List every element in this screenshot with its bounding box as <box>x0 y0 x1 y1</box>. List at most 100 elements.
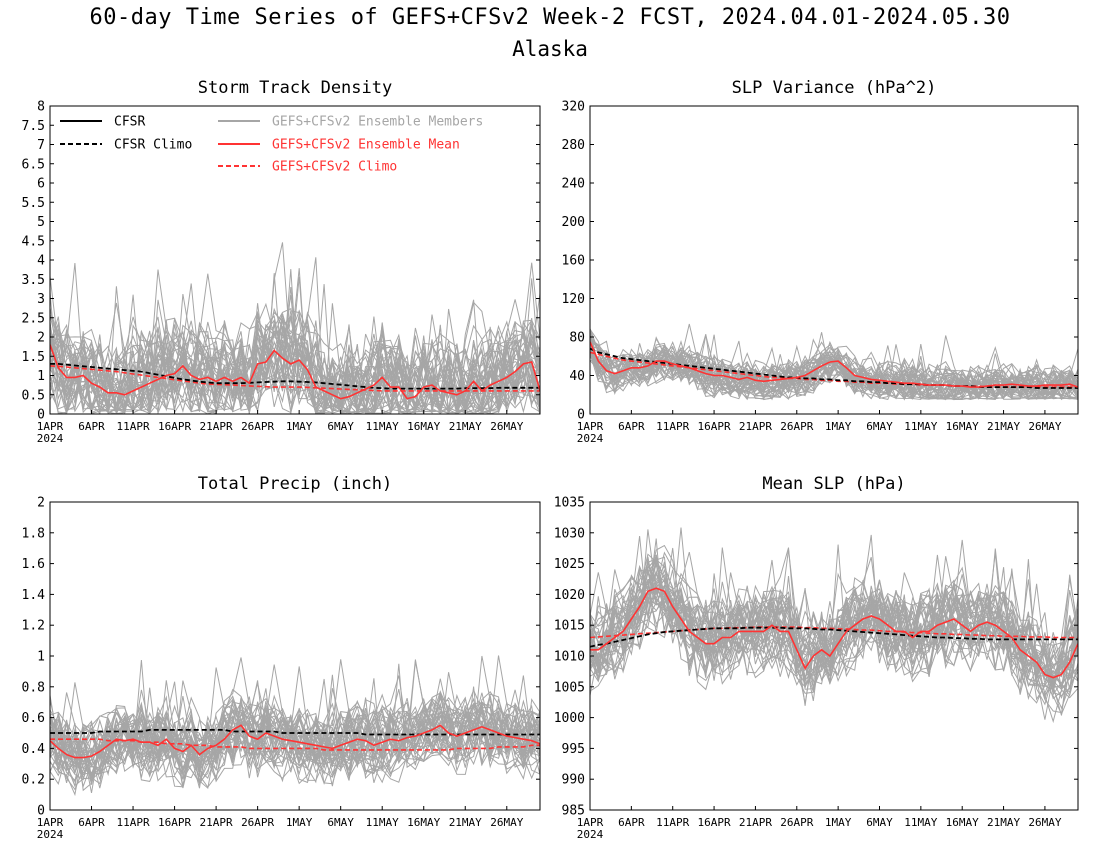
chart-title: 60-day Time Series of GEFS+CFSv2 Week-2 … <box>89 5 1011 30</box>
legend-label: CFSR <box>114 115 145 130</box>
panel-title: Mean SLP (hPa) <box>762 474 905 494</box>
x-tick-label: 1APR <box>37 420 64 433</box>
y-tick-label: 1.6 <box>22 557 45 572</box>
chart-panel-3: Total Precip (inch) 0 0.2 0.4 0.6 0.8 1 1.2 1.4 1… <box>22 474 541 841</box>
ensemble-member-line <box>590 333 1078 392</box>
y-tick-label: 0 <box>577 408 585 423</box>
y-tick-label: 2 <box>37 496 45 511</box>
ensemble-member-line <box>50 310 540 414</box>
y-tick-label: 6 <box>37 177 45 192</box>
x-tick-label: 11MAY <box>366 816 399 829</box>
ensemble-mean-line <box>590 341 1078 388</box>
y-tick-label: 8 <box>37 100 45 115</box>
y-tick-label: 160 <box>562 254 585 269</box>
y-tick-label: 1.5 <box>22 350 45 365</box>
y-tick-label: 0.2 <box>22 773 45 788</box>
y-tick-label: 1010 <box>554 650 585 665</box>
x-tick-label: 6MAY <box>327 816 354 829</box>
y-tick-label: 7 <box>37 138 45 153</box>
y-tick-label: 0.4 <box>22 742 46 757</box>
y-tick-label: 0.6 <box>22 711 45 726</box>
y-tick-label: 1.8 <box>22 526 45 541</box>
ensemble-mean-line <box>50 344 540 400</box>
x-tick-label: 16APR <box>698 420 731 433</box>
y-tick-label: 1 <box>37 650 45 665</box>
y-tick-label: 1.4 <box>22 588 46 603</box>
legend-label: GEFS+CFSv2 Ensemble Members <box>272 115 483 130</box>
x-tick-label: 11APR <box>116 816 149 829</box>
y-tick-label: 280 <box>562 138 585 153</box>
y-tick-label: 4 <box>37 254 45 269</box>
x-tick-label: 26APR <box>241 420 274 433</box>
y-tick-label: 2.5 <box>22 311 45 326</box>
x-tick-label: 6APR <box>618 420 645 433</box>
ensemble-member-line <box>50 330 540 414</box>
ensemble-member-line <box>50 268 540 414</box>
y-tick-label: 3 <box>37 292 45 307</box>
y-tick-label: 240 <box>562 177 585 192</box>
ensemble-member-line <box>590 547 1078 693</box>
ensemble-mean-line <box>50 724 540 759</box>
x-tick-label: 26MAY <box>490 816 523 829</box>
y-tick-label: 1000 <box>554 711 585 726</box>
x-tick-label: 1MAY <box>286 420 313 433</box>
x-tick-label: 21APR <box>200 420 233 433</box>
ensemble-member-line <box>590 323 1078 396</box>
gefs-climo-line <box>50 738 540 751</box>
ensemble-member-line <box>590 551 1078 686</box>
y-tick-label: 80 <box>569 331 585 346</box>
cfsr-climo-line <box>50 362 540 390</box>
panel-title: SLP Variance (hPa^2) <box>732 78 937 98</box>
x-tick-label: 26APR <box>780 816 813 829</box>
x-year-label: 2024 <box>577 828 604 841</box>
x-tick-label: 6APR <box>78 816 105 829</box>
plot-area <box>590 323 1078 401</box>
y-tick-label: 6.5 <box>22 157 45 172</box>
ensemble-member-line <box>50 722 540 793</box>
x-year-label: 2024 <box>37 432 64 445</box>
x-tick-label: 1APR <box>577 816 604 829</box>
panel-title: Storm Track Density <box>198 78 392 98</box>
x-tick-label: 11APR <box>656 816 689 829</box>
x-tick-label: 26APR <box>241 816 274 829</box>
y-tick-label: 7.5 <box>22 119 45 134</box>
y-tick-label: 1030 <box>554 526 585 541</box>
y-tick-label: 1035 <box>554 496 585 511</box>
x-tick-label: 16MAY <box>407 816 440 829</box>
x-tick-label: 1MAY <box>825 816 852 829</box>
y-tick-label: 1020 <box>554 588 585 603</box>
x-tick-label: 1APR <box>577 420 604 433</box>
x-tick-label: 6MAY <box>866 420 893 433</box>
y-tick-label: 0 <box>37 408 45 423</box>
ensemble-member-line <box>590 547 1078 700</box>
chart-panel-1: Storm Track Density 0 0.5 1 1.5 2 2.5 3 3.5 4 4.5 5… <box>22 78 541 445</box>
x-tick-label: 16MAY <box>946 816 979 829</box>
legend-label: CFSR Climo <box>114 138 192 153</box>
ensemble-member-line <box>590 335 1078 400</box>
x-tick-label: 1MAY <box>286 816 313 829</box>
x-tick-label: 16APR <box>158 420 191 433</box>
chart-panel-2: SLP Variance (hPa^2) 0 40 80 120 160 200 240 280… <box>562 78 1079 445</box>
ensemble-member-line <box>50 659 540 761</box>
y-tick-label: 1015 <box>554 619 585 634</box>
x-tick-label: 16MAY <box>407 420 440 433</box>
plot-area <box>50 655 540 797</box>
ensemble-member-line <box>50 269 540 414</box>
ensemble-member-line <box>50 275 540 414</box>
y-tick-label: 320 <box>562 100 585 115</box>
x-tick-label: 1MAY <box>825 420 852 433</box>
x-tick-label: 21MAY <box>449 816 482 829</box>
legend-label: GEFS+CFSv2 Climo <box>272 160 397 175</box>
y-tick-label: 990 <box>562 773 585 788</box>
plot-area <box>50 242 540 414</box>
x-tick-label: 11MAY <box>904 816 937 829</box>
y-tick-label: 985 <box>562 804 585 819</box>
ensemble-member-line <box>590 527 1078 700</box>
x-tick-label: 21APR <box>739 816 772 829</box>
x-tick-label: 1APR <box>37 816 64 829</box>
ensemble-mean-line <box>590 587 1078 679</box>
y-tick-label: 0 <box>37 804 45 819</box>
x-tick-label: 11APR <box>656 420 689 433</box>
x-tick-label: 11APR <box>116 420 149 433</box>
